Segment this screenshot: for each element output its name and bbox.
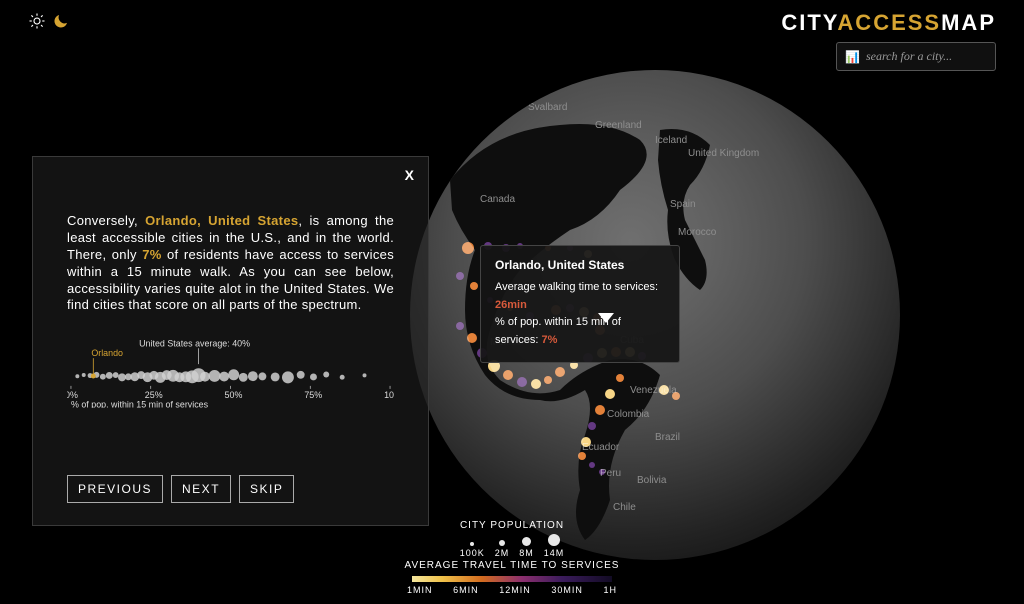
- story-dialog: X Conversely, Orlando, United States, is…: [32, 156, 429, 526]
- skip-button[interactable]: SKIP: [239, 475, 294, 503]
- city-hotspot[interactable]: [470, 282, 478, 290]
- city-hotspot[interactable]: [456, 322, 464, 330]
- theme-toggle[interactable]: [28, 12, 70, 30]
- travel-time-legend: AVERAGE TRAVEL TIME TO SERVICES 1MIN 6MIN…: [0, 560, 1024, 595]
- travel-legend-label: 1MIN: [407, 585, 433, 595]
- city-hotspot[interactable]: [581, 437, 591, 447]
- logo-part-1: CITY: [781, 10, 837, 35]
- search-placeholder: search for a city...: [866, 49, 952, 64]
- city-hotspot[interactable]: [605, 389, 615, 399]
- travel-legend-label: 12MIN: [499, 585, 531, 595]
- city-hotspot[interactable]: [517, 377, 527, 387]
- bar-chart-icon: 📊: [845, 50, 860, 64]
- tooltip-line-2: % of pop. within 15 min of services: 7%: [495, 314, 665, 349]
- travel-legend-title: AVERAGE TRAVEL TIME TO SERVICES: [0, 560, 1024, 571]
- top-bar: CITYACCESSMAP 📊 search for a city...: [0, 0, 1024, 70]
- svg-text:% of pop. within 15 min of ser: % of pop. within 15 min of services: [71, 400, 209, 408]
- pop-legend-stop: 2M: [495, 540, 510, 558]
- country-label: Brazil: [655, 432, 680, 443]
- city-hotspot[interactable]: [503, 370, 513, 380]
- next-button[interactable]: NEXT: [171, 475, 231, 503]
- dialog-body-text: Conversely, Orlando, United States, is a…: [67, 213, 394, 314]
- country-label: Morocco: [678, 227, 717, 238]
- logo-part-2: ACCESS: [837, 10, 941, 35]
- travel-legend-label: 30MIN: [551, 585, 583, 595]
- travel-legend-label: 1H: [603, 585, 617, 595]
- country-label: Canada: [480, 194, 515, 205]
- city-hotspot[interactable]: [595, 405, 605, 415]
- header-right: CITYACCESSMAP 📊 search for a city...: [781, 10, 996, 71]
- country-label: Greenland: [595, 120, 642, 131]
- city-tooltip: Orlando, United States Average walking t…: [480, 245, 680, 363]
- city-hotspot[interactable]: [659, 385, 669, 395]
- search-input[interactable]: 📊 search for a city...: [836, 42, 996, 71]
- city-hotspot[interactable]: [531, 379, 541, 389]
- pop-legend-stop: 100K: [460, 542, 485, 558]
- city-hotspot[interactable]: [672, 392, 680, 400]
- svg-text:50%: 50%: [225, 390, 243, 400]
- svg-text:75%: 75%: [304, 390, 322, 400]
- tooltip-line-1: Average walking time to services: 26min: [495, 279, 665, 314]
- tooltip-title: Orlando, United States: [495, 256, 665, 275]
- logo-part-3: MAP: [941, 10, 996, 35]
- city-hotspot[interactable]: [555, 367, 565, 377]
- app-logo: CITYACCESSMAP: [781, 10, 996, 36]
- country-label: Colombia: [607, 409, 650, 420]
- city-hotspot[interactable]: [599, 469, 605, 475]
- city-hotspot[interactable]: [544, 376, 552, 384]
- svg-text:Orlando: Orlando: [91, 348, 123, 358]
- country-label: Spain: [670, 199, 696, 210]
- city-hotspot[interactable]: [462, 242, 474, 254]
- tooltip-caret: [598, 313, 614, 323]
- close-button[interactable]: X: [405, 167, 414, 183]
- country-label: Bolivia: [637, 475, 667, 486]
- svg-text:0%: 0%: [67, 390, 78, 400]
- city-hotspot[interactable]: [616, 374, 624, 382]
- country-label: Svalbard: [528, 102, 567, 113]
- city-hotspot[interactable]: [467, 333, 477, 343]
- city-hotspot[interactable]: [456, 272, 464, 280]
- city-hotspot[interactable]: [589, 462, 595, 468]
- travel-gradient-bar: [412, 576, 612, 582]
- svg-text:United States average: 40%: United States average: 40%: [139, 339, 250, 349]
- country-label: Venezuela: [630, 385, 677, 396]
- country-label: United Kingdom: [688, 148, 759, 159]
- travel-legend-label: 6MIN: [453, 585, 479, 595]
- country-label: Iceland: [655, 135, 687, 146]
- country-label: Chile: [613, 502, 636, 513]
- sun-icon: [28, 12, 46, 30]
- svg-text:100%: 100%: [384, 390, 394, 400]
- moon-icon: [52, 12, 70, 30]
- population-legend-title: CITY POPULATION: [0, 520, 1024, 531]
- city-hotspot[interactable]: [578, 452, 586, 460]
- accessibility-strip-chart: United States average: 40% Orlando 0% 25% 50…: [67, 338, 394, 408]
- previous-button[interactable]: PREVIOUS: [67, 475, 163, 503]
- pop-legend-stop: 8M: [519, 537, 534, 558]
- dialog-buttons: PREVIOUS NEXT SKIP: [67, 475, 294, 503]
- city-hotspot[interactable]: [588, 422, 596, 430]
- pop-legend-stop: 14M: [544, 534, 565, 558]
- population-legend: CITY POPULATION 100K 2M 8M 14M: [0, 520, 1024, 558]
- svg-text:25%: 25%: [145, 390, 163, 400]
